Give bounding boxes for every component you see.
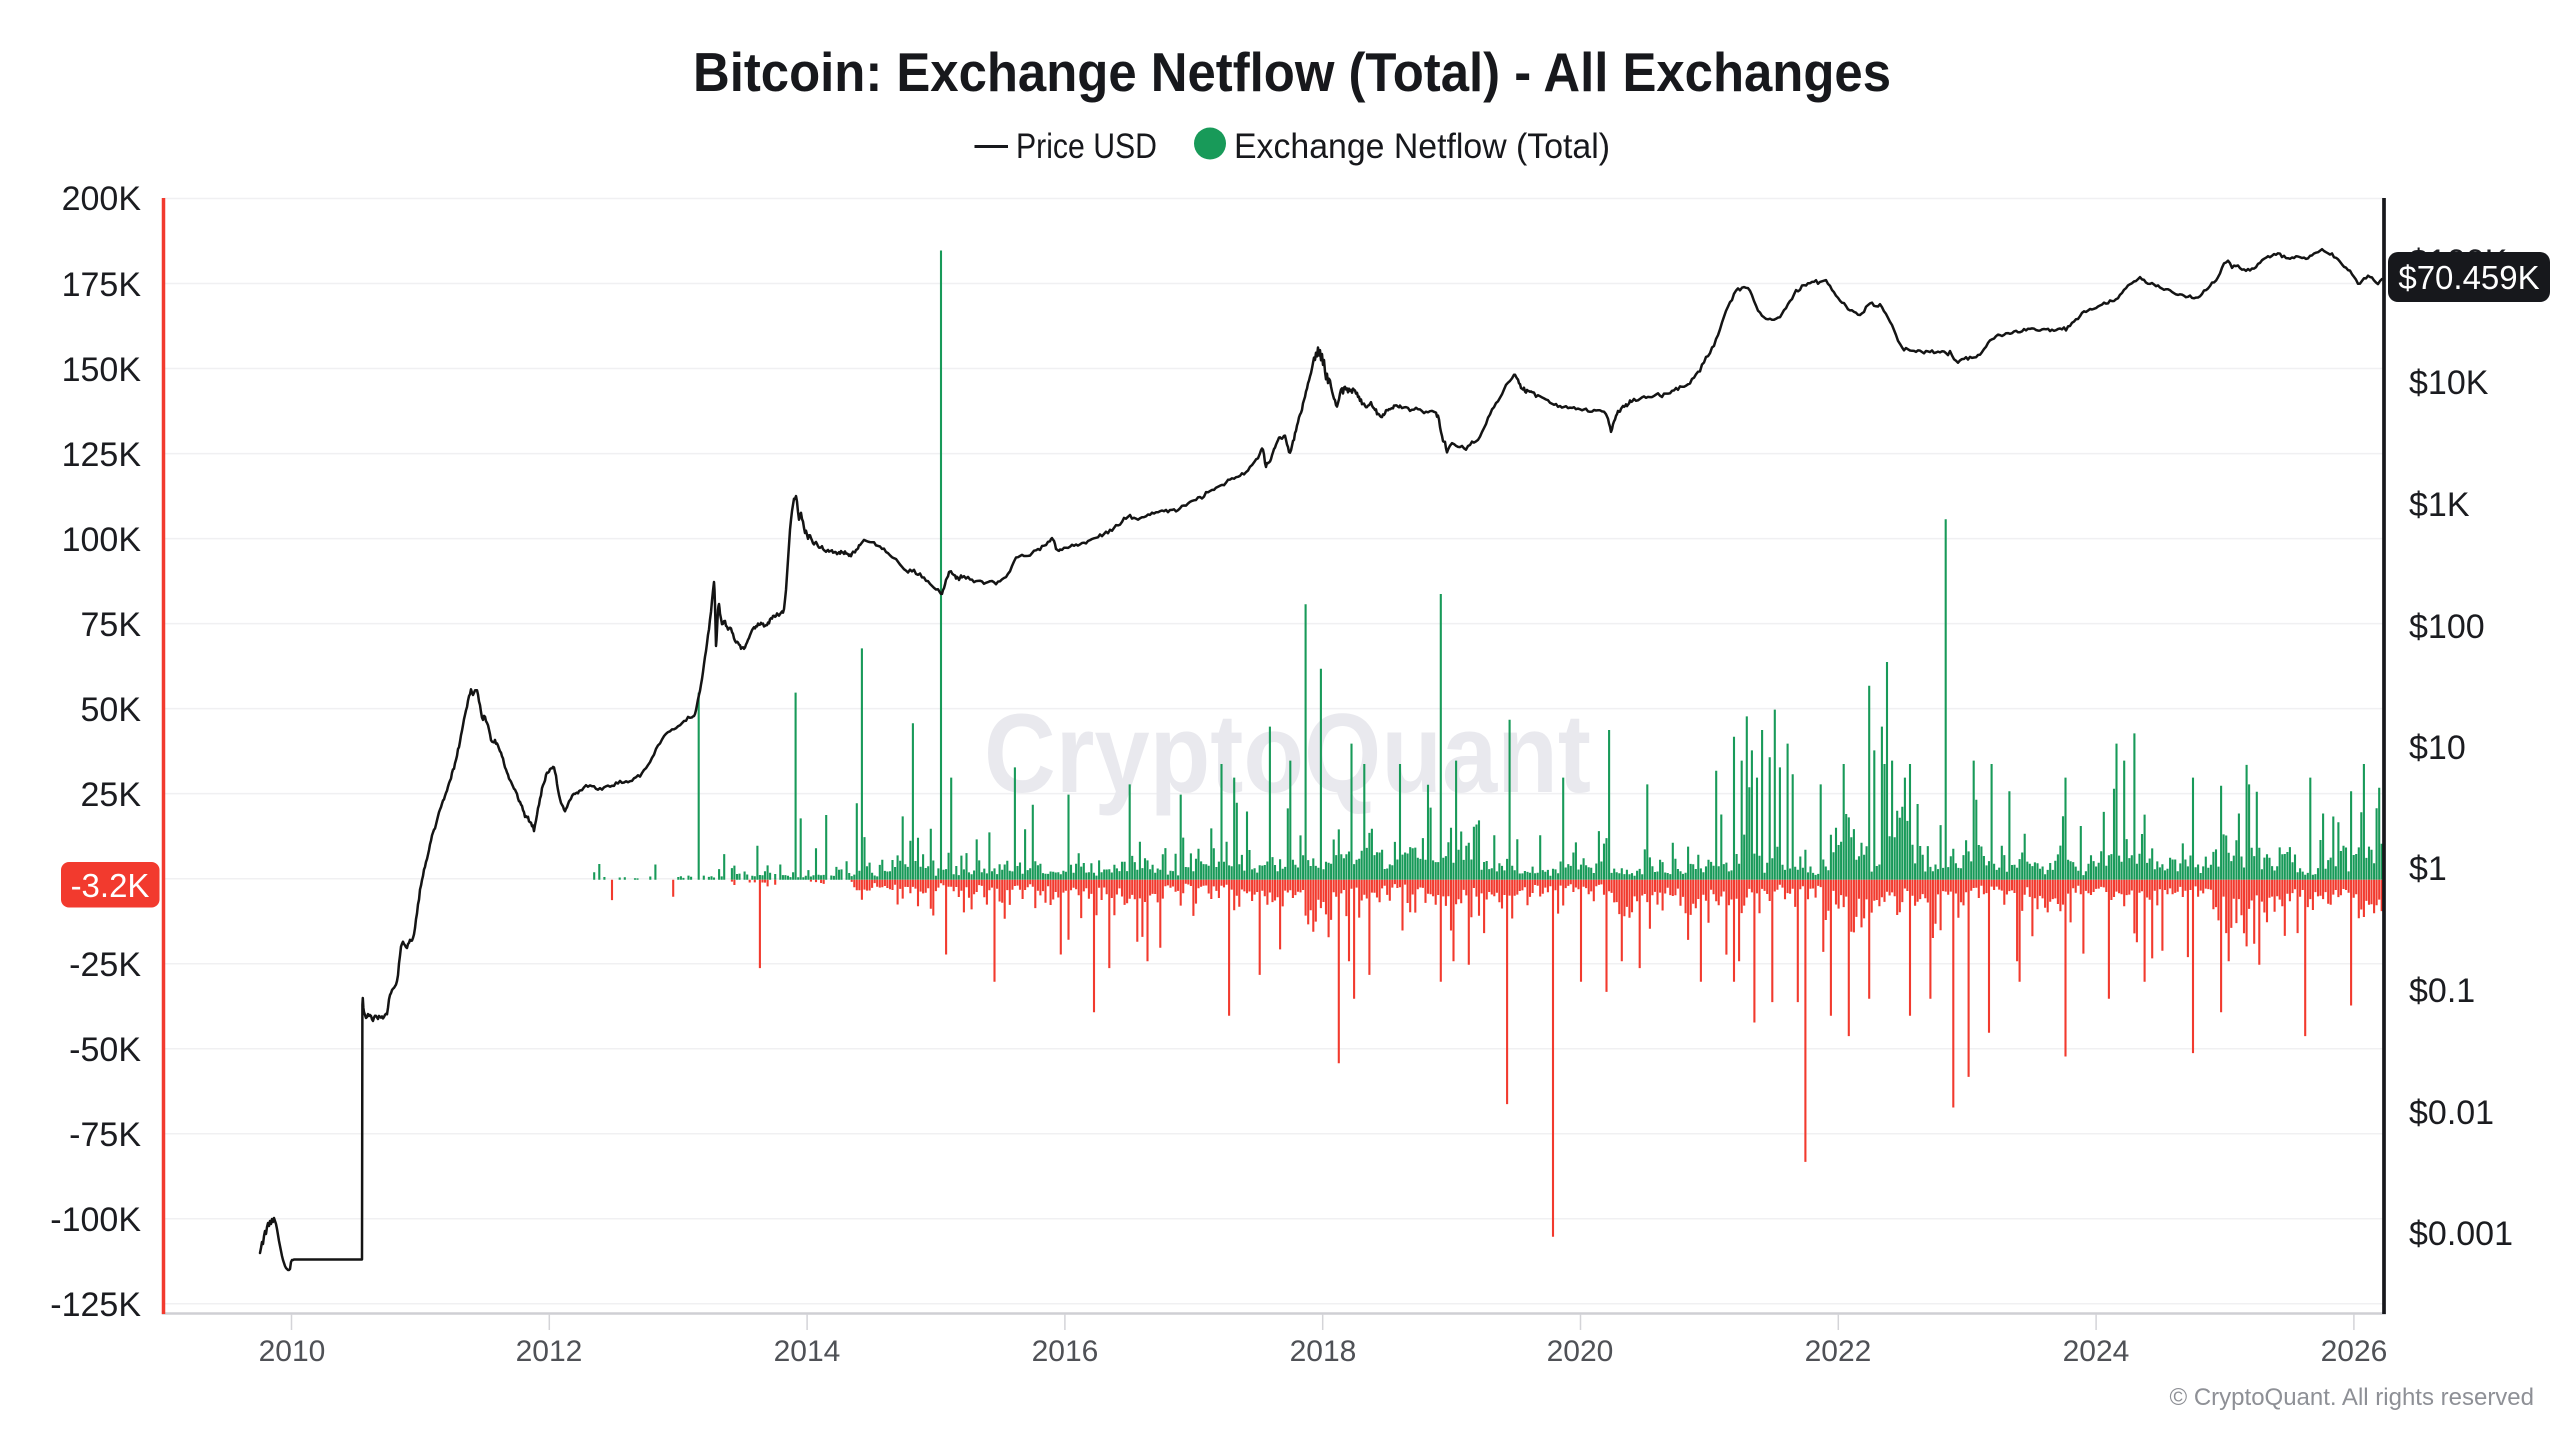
svg-text:100K: 100K (62, 521, 142, 559)
svg-text:2020: 2020 (1547, 1335, 1614, 1368)
svg-text:2012: 2012 (516, 1335, 583, 1368)
svg-text:-125K: -125K (50, 1286, 141, 1324)
svg-text:-50K: -50K (69, 1031, 141, 1069)
svg-text:175K: 175K (62, 266, 142, 304)
svg-text:$0.01: $0.01 (2409, 1094, 2494, 1132)
svg-text:75K: 75K (81, 606, 142, 644)
svg-text:-100K: -100K (50, 1201, 141, 1239)
svg-text:$1: $1 (2409, 850, 2447, 888)
svg-text:50K: 50K (81, 691, 142, 729)
svg-text:2016: 2016 (1032, 1335, 1099, 1368)
svg-text:$100: $100 (2409, 608, 2485, 646)
svg-text:© CryptoQuant. All rights rese: © CryptoQuant. All rights reserved (2170, 1384, 2535, 1411)
svg-text:$0.1: $0.1 (2409, 972, 2475, 1010)
svg-text:CryptoQuant: CryptoQuant (984, 691, 1591, 816)
svg-text:-3.2K: -3.2K (71, 867, 150, 904)
svg-text:-25K: -25K (69, 946, 141, 984)
svg-text:2022: 2022 (1805, 1335, 1872, 1368)
svg-text:$10K: $10K (2409, 364, 2489, 402)
svg-text:150K: 150K (62, 351, 142, 389)
svg-text:Exchange Netflow (Total): Exchange Netflow (Total) (1234, 127, 1610, 166)
svg-text:2018: 2018 (1290, 1335, 1357, 1368)
svg-text:$0.001: $0.001 (2409, 1215, 2513, 1253)
svg-text:Bitcoin: Exchange Netflow (Tot: Bitcoin: Exchange Netflow (Total) - All … (693, 41, 1891, 103)
svg-text:2026: 2026 (2321, 1335, 2388, 1368)
svg-text:-75K: -75K (69, 1116, 141, 1154)
svg-text:125K: 125K (62, 436, 142, 474)
svg-text:25K: 25K (81, 776, 142, 814)
svg-text:Price USD: Price USD (1016, 127, 1157, 166)
svg-text:2024: 2024 (2063, 1335, 2130, 1368)
svg-text:$1K: $1K (2409, 486, 2470, 524)
svg-text:200K: 200K (62, 180, 142, 218)
svg-text:2014: 2014 (774, 1335, 841, 1368)
svg-text:2010: 2010 (259, 1335, 326, 1368)
svg-text:$70.459K: $70.459K (2398, 259, 2539, 296)
svg-text:$10: $10 (2409, 729, 2466, 767)
